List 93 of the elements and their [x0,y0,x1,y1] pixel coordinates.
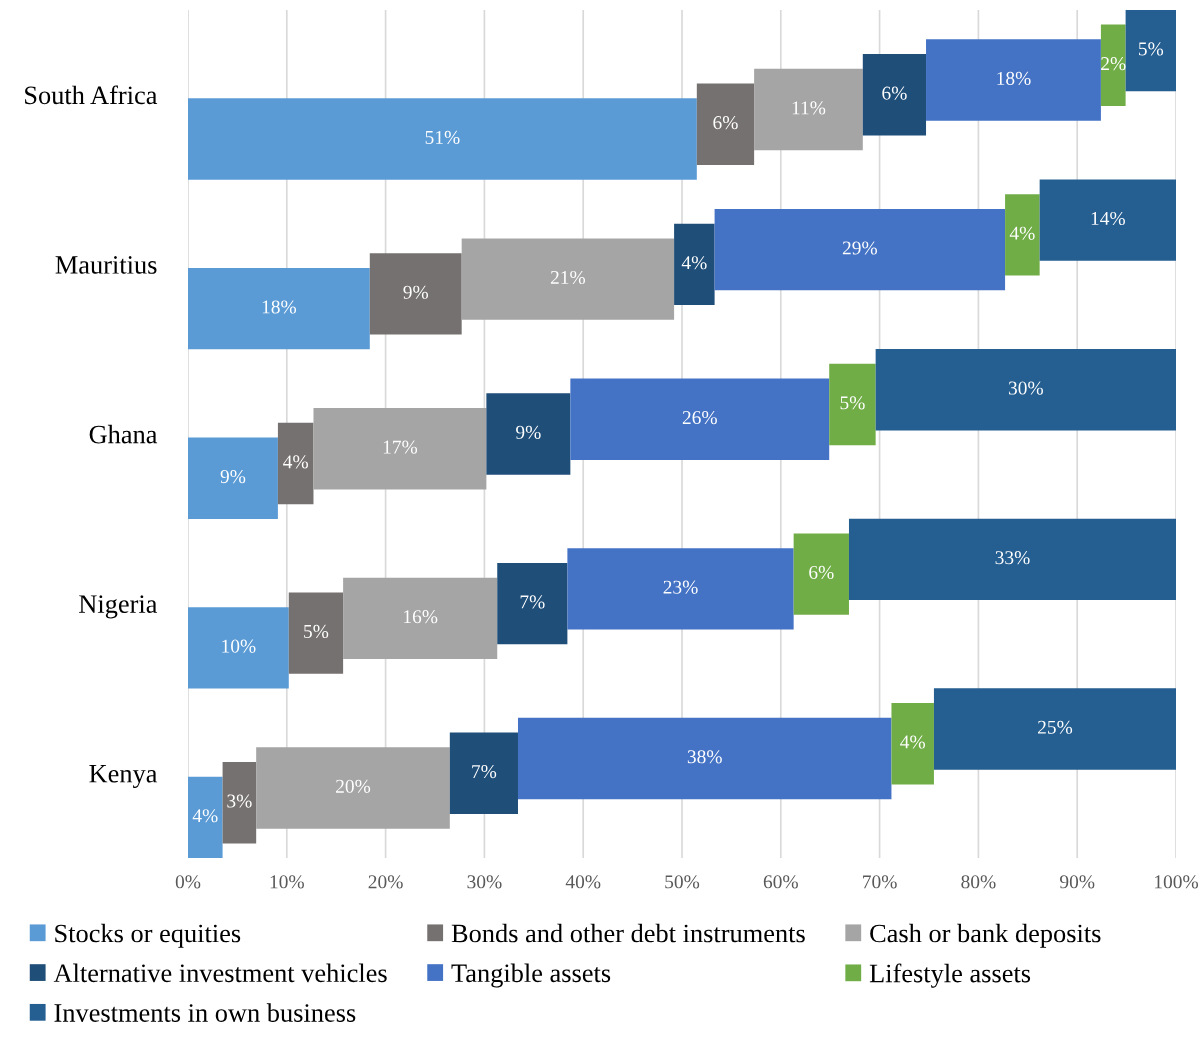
bar [1100,24,1126,106]
data-label: 4% [283,455,308,469]
data-label: 16% [404,610,438,624]
bar [891,702,934,785]
data-label: 6% [809,565,834,580]
data-label: 20% [336,779,371,793]
bar [696,83,755,166]
x-tick-label: 90% [1060,875,1095,889]
data-label: 4% [681,256,707,270]
bar [674,223,715,306]
x-tick-label: 20% [368,875,403,889]
x-tick-label: 40% [565,875,601,889]
bar [222,762,257,844]
data-label: 2% [1101,57,1126,71]
x-tick-label: 80% [961,875,996,889]
legend-label: Stocks or equities [55,923,241,948]
bar [188,267,370,350]
bar [449,732,518,814]
bar [277,422,314,505]
data-label: 23% [663,580,698,594]
x-tick-label: 100% [1155,875,1199,889]
bar [714,208,1006,291]
bar [567,548,794,630]
data-label: 11% [792,101,826,115]
legend-label: Investments in own business [54,1003,356,1022]
bar [1005,194,1040,276]
data-label: 9% [516,425,541,439]
y-tick-label: Kenya [89,765,158,789]
bar [517,717,892,800]
data-label: 9% [403,285,429,299]
bar [369,253,462,335]
data-label: 26% [682,410,717,425]
data-label: 5% [840,396,865,410]
bar [486,393,571,475]
x-tick-label: 70% [863,875,897,889]
data-label: 17% [383,440,418,454]
x-tick-label: 60% [763,875,798,889]
data-label: 25% [1038,720,1073,734]
data-label: 3% [227,794,252,808]
data-label: 29% [842,241,877,255]
bar [1125,10,1176,92]
bar [497,562,568,645]
data-label: 30% [1008,381,1043,395]
x-tick-label: 30% [467,875,502,889]
data-label: 9% [220,470,246,484]
bar [1039,179,1176,261]
x-tick-label: 0% [175,875,201,889]
bar [256,747,450,829]
y-tick-label: Ghana [89,424,158,444]
y-tick-label: South Africa [25,85,158,105]
data-label: 6% [882,86,907,100]
data-label: 33% [995,551,1030,565]
data-label: 21% [550,270,586,285]
data-label: 7% [472,764,497,779]
bar [313,408,487,490]
data-label: 4% [1009,226,1035,240]
data-label: 5% [1138,42,1164,56]
data-label: 18% [997,71,1031,85]
legend-label: Alternative investment vehicles [53,963,387,983]
legend-label: Cash or bank deposits [870,923,1101,948]
bar [188,437,278,519]
y-tick-label: Mauritius [55,256,157,274]
bar [288,592,344,674]
legend-label: Lifestyle assets [869,963,1031,988]
legend-label: Bonds and other debt instruments [451,923,805,943]
data-label: 6% [713,116,738,130]
bar [188,607,289,689]
bar [570,378,830,460]
bar [793,533,849,615]
data-label: 4% [192,809,218,823]
bar [862,54,927,136]
bar [188,776,223,858]
bar [848,518,1176,601]
bar [933,688,1176,770]
bar [926,39,1101,121]
data-label: 4% [900,735,925,749]
bar [188,98,697,180]
data-label: 14% [1091,211,1125,226]
data-label: 10% [222,639,256,653]
bar [461,238,675,320]
bar [754,68,863,151]
legend-label: Tangible assets [451,963,611,988]
data-label: 38% [687,750,722,764]
data-label: 18% [262,300,297,314]
bar [875,349,1176,431]
x-tick-label: 50% [665,875,700,889]
data-label: 7% [520,595,545,609]
bar [343,577,498,660]
y-tick-label: Nigeria [79,595,158,619]
data-label: 51% [425,130,460,144]
bar [829,363,876,446]
x-tick-label: 10% [270,875,304,889]
data-label: 5% [304,624,329,639]
